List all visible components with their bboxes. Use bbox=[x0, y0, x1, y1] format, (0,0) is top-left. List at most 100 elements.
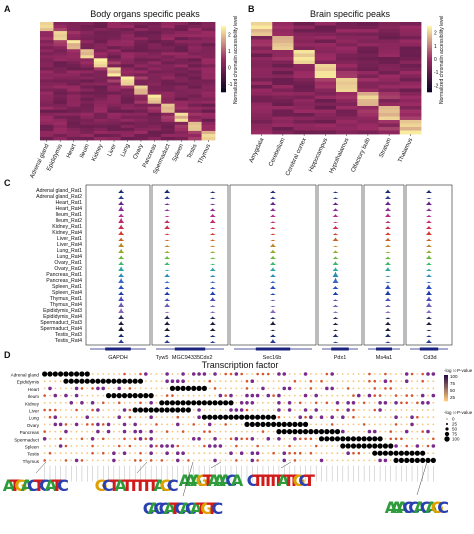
heatmap-b-cell bbox=[336, 74, 358, 79]
heatmap-a-cell bbox=[40, 130, 54, 135]
track-peak bbox=[332, 256, 339, 259]
heatmap-a-cell bbox=[80, 34, 95, 38]
dotplot-point bbox=[255, 421, 261, 427]
dotplot-point bbox=[197, 415, 201, 420]
dotplot-point bbox=[207, 400, 213, 406]
heatmap-a-cell bbox=[161, 31, 176, 35]
dotplot-point bbox=[246, 459, 248, 462]
heatmap-b-cell bbox=[357, 43, 379, 47]
dotplot-point bbox=[102, 445, 105, 447]
dotplot-point bbox=[378, 408, 382, 412]
dotplot-point bbox=[352, 373, 355, 375]
heatmap-a-cell bbox=[147, 67, 162, 71]
heatmap-a-cell bbox=[40, 133, 54, 138]
heatmap-a-colorbar-segment bbox=[221, 76, 226, 80]
dotplot-point bbox=[331, 459, 334, 462]
dotplot-point bbox=[112, 458, 116, 463]
heatmap-a-cell bbox=[161, 28, 176, 32]
heatmap-a-cell bbox=[120, 43, 135, 47]
dotplot-point bbox=[137, 393, 144, 399]
dotplot-point bbox=[415, 444, 420, 448]
dotplot-point bbox=[315, 423, 318, 426]
heatmap-a-cell bbox=[107, 82, 122, 86]
dotplot-point bbox=[134, 445, 137, 447]
heatmap-a-cell bbox=[161, 115, 176, 120]
motif-letter: G bbox=[196, 471, 209, 490]
heatmap-b-cell bbox=[378, 71, 401, 75]
heatmap-a-cell bbox=[174, 64, 189, 68]
dotplot-point bbox=[372, 436, 378, 442]
heatmap-a-cell bbox=[107, 130, 122, 135]
motif-letter: T bbox=[268, 471, 279, 490]
heatmap-a-cell bbox=[161, 61, 176, 65]
heatmap-a-cell bbox=[66, 94, 81, 99]
heatmap-b-cell bbox=[336, 78, 358, 82]
dotplot-point bbox=[43, 416, 46, 419]
dotplot-point bbox=[81, 394, 83, 397]
dotplot-point bbox=[283, 416, 286, 419]
heatmap-b-cell bbox=[378, 46, 401, 51]
dotplot-point bbox=[182, 416, 184, 419]
dotplot-point bbox=[160, 380, 163, 383]
dotplot-point bbox=[102, 430, 105, 433]
motif-letter: C bbox=[437, 498, 449, 517]
dotplot-point bbox=[203, 444, 206, 448]
heatmap-a-cell bbox=[40, 37, 54, 41]
heatmap-a-cell bbox=[66, 22, 81, 26]
heatmap-a-cell bbox=[147, 136, 162, 141]
heatmap-a-cell bbox=[40, 112, 54, 117]
heatmap-b-cell bbox=[251, 57, 273, 61]
dotplot-point bbox=[361, 436, 367, 442]
dotplot-point bbox=[373, 394, 377, 397]
heatmap-a-cell bbox=[161, 118, 176, 123]
dotplot-point bbox=[304, 387, 307, 390]
heatmap-a-colorbar-segment bbox=[221, 81, 226, 84]
dotplot-point bbox=[372, 450, 378, 456]
dotplot-point bbox=[175, 458, 180, 463]
heatmap-a-cell bbox=[53, 109, 68, 114]
heatmap-a-cell bbox=[120, 37, 135, 41]
dotplot-point bbox=[75, 437, 78, 440]
heatmap-a-cell bbox=[120, 79, 135, 83]
heatmap-b-cell bbox=[314, 102, 337, 107]
heatmap-a-cell bbox=[188, 97, 202, 102]
motif-letter: T bbox=[122, 476, 133, 495]
dotplot-point bbox=[175, 400, 181, 406]
dotplot-point bbox=[229, 437, 233, 441]
motif-letter: A bbox=[164, 499, 177, 518]
dotplot-point bbox=[81, 416, 83, 419]
dotplot-point bbox=[191, 400, 197, 406]
heatmap-b-cell bbox=[378, 123, 401, 128]
dotplot-point bbox=[219, 452, 222, 455]
track-peak bbox=[426, 250, 432, 253]
motif-letter: A bbox=[3, 476, 16, 495]
dotplot-point bbox=[404, 429, 409, 434]
dotplot-point bbox=[79, 371, 85, 377]
heatmap-a-cell bbox=[40, 103, 54, 108]
heatmap-a-cell bbox=[201, 97, 216, 102]
dotplot-point bbox=[389, 409, 392, 411]
dotplot-point bbox=[134, 401, 137, 404]
dotplot-point bbox=[356, 393, 361, 398]
dotplot-point bbox=[116, 378, 122, 384]
heatmap-a-cell bbox=[201, 37, 216, 41]
dotplot-point bbox=[262, 459, 264, 462]
dotplot-point bbox=[192, 459, 195, 462]
heatmap-a-cell bbox=[93, 94, 108, 99]
heatmap-a-cell bbox=[66, 136, 81, 141]
dotplot-point bbox=[102, 459, 105, 462]
heatmap-a-cell bbox=[134, 28, 149, 32]
track-peak bbox=[209, 263, 216, 265]
track-peak bbox=[164, 315, 171, 319]
heatmap-b-cell bbox=[399, 95, 422, 100]
dotplot-point bbox=[393, 450, 399, 456]
dotplot-point bbox=[182, 459, 184, 462]
motif-letter: C bbox=[247, 471, 259, 490]
dotplot-point bbox=[214, 452, 216, 455]
legend-colorbar-segment bbox=[444, 380, 448, 382]
heatmap-b-cell bbox=[272, 78, 294, 82]
gene-label: Pdx1 bbox=[334, 355, 347, 361]
track-peak bbox=[164, 327, 171, 331]
dotplot-point bbox=[203, 459, 206, 462]
dotplot-point bbox=[288, 451, 291, 455]
